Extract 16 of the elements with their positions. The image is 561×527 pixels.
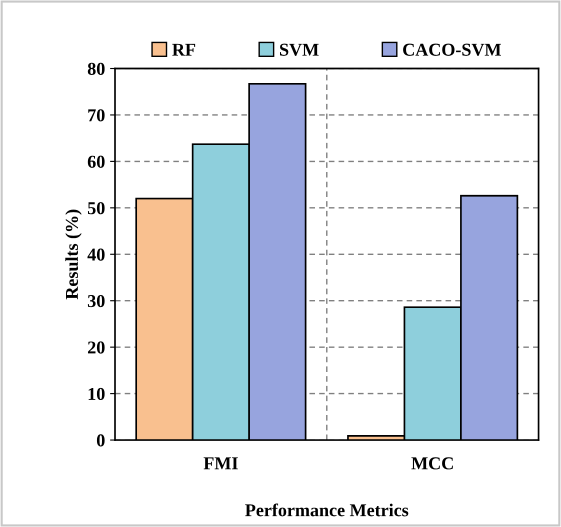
x-tick-label: FMI [204,457,238,470]
legend-label: RF [172,44,196,56]
y-tick-label: 40 [87,248,105,261]
y-tick-label: 10 [88,388,105,400]
y-tick-label: 50 [88,202,105,214]
y-tick-label: 0 [96,434,105,446]
y-tick-label: 20 [88,341,105,354]
y-tick-label: 80 [88,62,105,75]
y-tick-label: 60 [88,156,105,168]
x-tick-label: MCC [411,457,453,470]
y-tick-label: 30 [88,294,105,308]
x-axis-title: Performance Metrics [245,503,408,516]
legend-label: SVM [280,44,319,56]
y-tick-label: 70 [88,109,105,122]
y-axis-title: Results (%) [65,210,82,300]
legend-label: CACO-SVM [403,44,501,56]
